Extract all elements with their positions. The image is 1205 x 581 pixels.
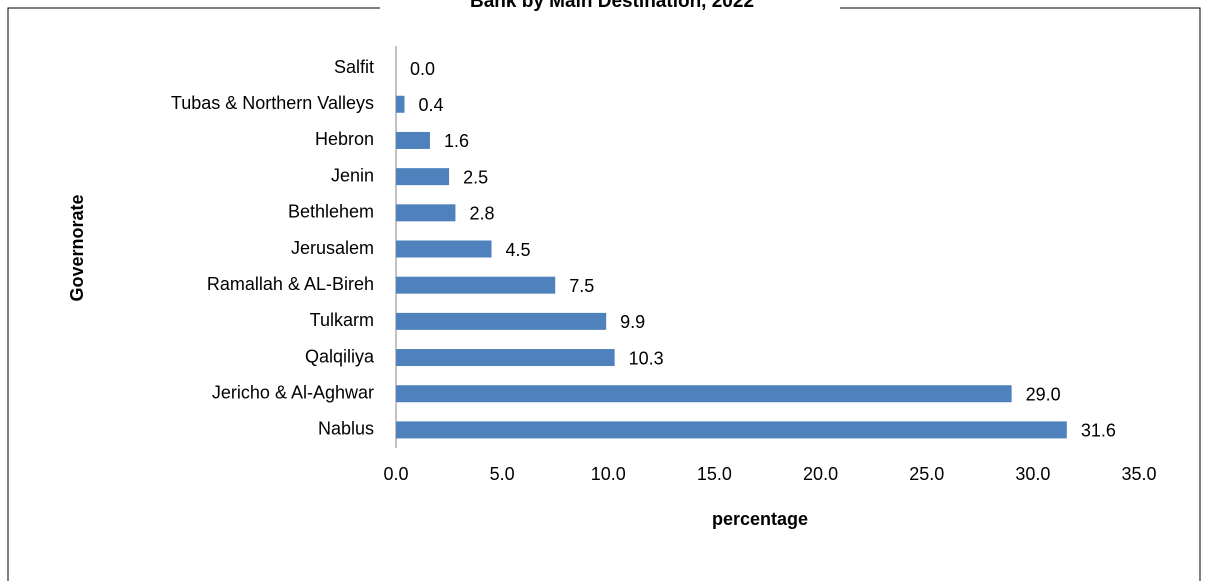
data-label: 2.5 xyxy=(463,167,488,187)
y-tick-label: Jericho & Al-Aghwar xyxy=(212,382,374,402)
bar xyxy=(396,312,607,330)
y-tick-label: Salfit xyxy=(334,57,374,77)
x-tick-label: 30.0 xyxy=(1015,464,1050,484)
x-tick-label: 35.0 xyxy=(1121,464,1156,484)
x-tick-label: 5.0 xyxy=(490,464,515,484)
bar xyxy=(396,385,1012,403)
data-label: 9.9 xyxy=(620,312,645,332)
bar xyxy=(396,95,405,113)
bar xyxy=(396,349,615,367)
data-label: 2.8 xyxy=(469,204,494,224)
chart-title: Bank by Main Destination, 2022 xyxy=(470,0,754,12)
data-label: 1.6 xyxy=(444,131,469,151)
bar xyxy=(396,240,492,258)
bar xyxy=(396,421,1067,439)
y-tick-label: Nablus xyxy=(318,419,374,439)
data-label: 7.5 xyxy=(569,276,594,296)
y-tick-label: Jerusalem xyxy=(291,238,374,258)
y-tick-label: Hebron xyxy=(315,129,374,149)
data-label: 0.4 xyxy=(418,95,443,115)
x-axis-label: percentage xyxy=(712,509,808,529)
y-tick-label: Ramallah & AL-Bireh xyxy=(207,274,374,294)
bar xyxy=(396,204,456,222)
bar xyxy=(396,131,430,149)
data-label: 29.0 xyxy=(1026,384,1061,404)
x-tick-label: 25.0 xyxy=(909,464,944,484)
y-tick-label: Jenin xyxy=(331,165,374,185)
y-tick-label: Tubas & Northern Valleys xyxy=(171,93,374,113)
y-tick-label: Qalqiliya xyxy=(305,346,375,366)
title-background xyxy=(380,0,840,14)
y-tick-label: Bethlehem xyxy=(288,202,374,222)
bar xyxy=(396,168,450,186)
y-axis-label: Governorate xyxy=(67,194,87,301)
data-label: 31.6 xyxy=(1081,421,1116,441)
data-label: 4.5 xyxy=(506,240,531,260)
bar xyxy=(396,276,556,294)
x-tick-label: 20.0 xyxy=(803,464,838,484)
x-tick-label: 15.0 xyxy=(697,464,732,484)
y-tick-label: Tulkarm xyxy=(310,310,374,330)
data-label: 0.0 xyxy=(410,59,435,79)
x-tick-label: 0.0 xyxy=(383,464,408,484)
data-label: 10.3 xyxy=(629,348,664,368)
x-tick-label: 10.0 xyxy=(591,464,626,484)
